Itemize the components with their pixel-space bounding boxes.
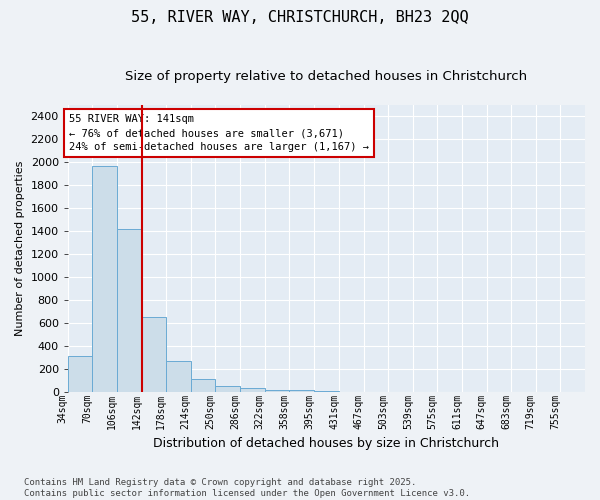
Bar: [191, 380, 215, 392]
Bar: [142, 318, 166, 392]
Text: 55, RIVER WAY, CHRISTCHURCH, BH23 2QQ: 55, RIVER WAY, CHRISTCHURCH, BH23 2QQ: [131, 10, 469, 25]
Bar: [92, 166, 117, 392]
Y-axis label: Number of detached properties: Number of detached properties: [15, 161, 25, 336]
Bar: [314, 391, 339, 392]
Text: Contains HM Land Registry data © Crown copyright and database right 2025.
Contai: Contains HM Land Registry data © Crown c…: [24, 478, 470, 498]
Bar: [289, 390, 314, 392]
Text: 55 RIVER WAY: 141sqm
← 76% of detached houses are smaller (3,671)
24% of semi-de: 55 RIVER WAY: 141sqm ← 76% of detached h…: [69, 114, 369, 152]
Bar: [215, 386, 240, 392]
Bar: [117, 229, 142, 392]
Title: Size of property relative to detached houses in Christchurch: Size of property relative to detached ho…: [125, 70, 527, 83]
Bar: [265, 390, 289, 392]
Bar: [240, 388, 265, 392]
Bar: [166, 361, 191, 392]
X-axis label: Distribution of detached houses by size in Christchurch: Distribution of detached houses by size …: [154, 437, 499, 450]
Bar: [68, 356, 92, 392]
